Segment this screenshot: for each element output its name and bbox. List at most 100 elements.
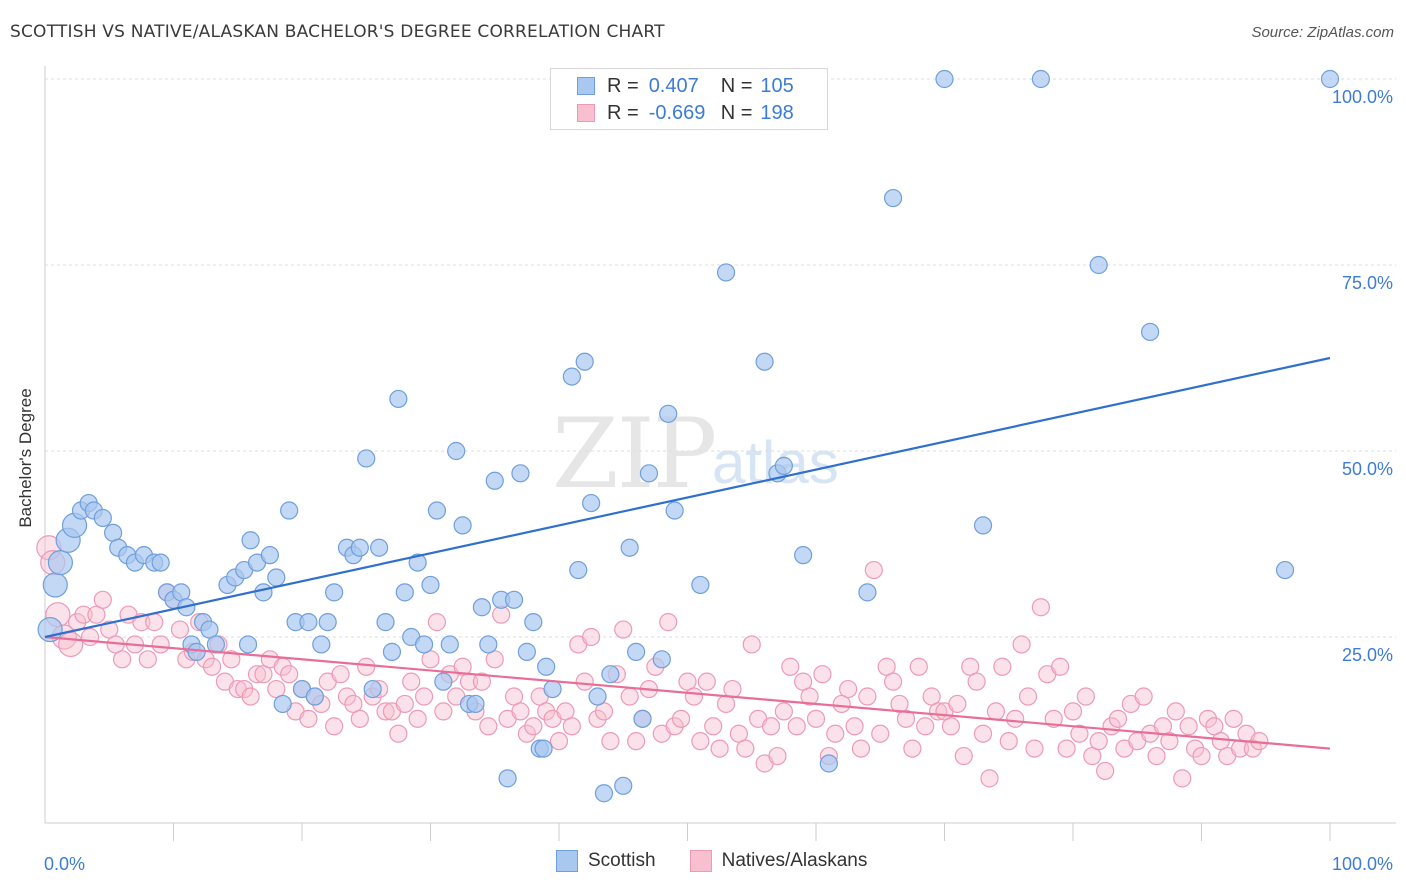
natives-swatch: [689, 850, 712, 872]
correlation-legend: R = 0.407 N = 105 R = -0.669 N = 198: [550, 68, 828, 130]
native-point: [1160, 732, 1179, 751]
native-point: [511, 702, 530, 721]
watermark-zip: ZIP: [552, 398, 717, 510]
native-point: [851, 739, 871, 758]
scottish-point: [254, 583, 273, 602]
scottish-point: [569, 560, 588, 580]
scottish-point: [414, 635, 434, 654]
legend-label: Scottish: [588, 850, 656, 871]
native-point: [813, 665, 832, 684]
watermark-atlas: atlas: [712, 429, 839, 496]
native-point: [402, 672, 421, 691]
native-point: [826, 724, 845, 743]
native-point: [1166, 702, 1185, 721]
scottish-point: [1320, 69, 1340, 89]
native-point: [1173, 769, 1192, 788]
native-point: [941, 717, 961, 736]
scottish-point: [639, 464, 659, 483]
scottish-point: [472, 598, 491, 617]
r-label: R =: [607, 101, 639, 124]
native-point: [222, 650, 241, 669]
native-point: [774, 702, 793, 721]
scottish-point: [241, 531, 260, 550]
scottish-point: [389, 389, 408, 409]
native-point: [768, 746, 787, 766]
scottish-point: [562, 367, 581, 386]
scottish-point: [511, 464, 530, 483]
native-point: [704, 717, 723, 736]
n-label: N =: [720, 101, 753, 124]
scottish-point: [665, 501, 684, 520]
native-point: [909, 657, 928, 676]
scottish-point: [370, 538, 389, 557]
scottish-point: [517, 642, 536, 661]
scottish-point: [774, 456, 793, 475]
scottish-point: [1031, 69, 1050, 89]
scottish-point: [633, 709, 652, 728]
native-point: [967, 672, 986, 691]
native-point: [864, 560, 883, 580]
native-point: [761, 717, 781, 736]
scottish-point: [594, 784, 614, 803]
scottish-point: [601, 665, 620, 684]
natives-swatch: [577, 104, 595, 122]
native-point: [1063, 702, 1083, 721]
native-point: [1057, 739, 1076, 758]
r-value: 0.407: [648, 74, 699, 97]
source-label: Source: ZipAtlas.com: [1251, 24, 1394, 41]
native-point: [1198, 709, 1218, 728]
native-point: [1006, 709, 1025, 728]
native-point: [742, 635, 761, 654]
native-point: [350, 709, 369, 728]
native-point: [1185, 739, 1205, 758]
native-point: [999, 732, 1018, 751]
y-tick-label: 25.0%: [1342, 645, 1393, 665]
legend-label: Natives/Alaskans: [721, 850, 868, 871]
scottish-point: [382, 642, 402, 661]
native-point: [582, 627, 601, 647]
native-point: [58, 631, 84, 658]
scottish-point: [582, 493, 601, 513]
scottish-point: [620, 538, 639, 557]
legend-row-natives: R = -0.669 N = 198: [577, 100, 794, 126]
scottish-point: [408, 553, 427, 572]
native-point: [1147, 746, 1166, 766]
native-point: [337, 687, 357, 706]
scottish-point: [1140, 322, 1160, 342]
native-point: [916, 717, 935, 736]
native-point: [954, 746, 973, 766]
scottish-point: [479, 635, 498, 654]
native-point: [781, 657, 800, 676]
n-label: N =: [720, 74, 753, 97]
native-point: [145, 613, 164, 632]
scottish-point: [504, 590, 524, 609]
native-point: [626, 732, 646, 751]
native-point: [973, 724, 993, 743]
scottish-point: [498, 769, 517, 788]
y-tick-label: 50.0%: [1342, 459, 1393, 479]
r-label: R =: [607, 74, 639, 97]
scottish-point: [659, 404, 678, 423]
scottish-point: [453, 516, 472, 535]
x-tick-label: 0.0%: [44, 854, 85, 874]
scottish-point: [883, 188, 903, 208]
native-point: [562, 717, 581, 736]
scottish-point: [614, 776, 633, 795]
scottish-point: [652, 650, 671, 669]
chart-title: SCOTTISH VS NATIVE/ALASKAN BACHELOR'S DE…: [10, 22, 665, 42]
native-point: [1089, 732, 1108, 751]
scottish-point: [312, 635, 331, 654]
scottish-point: [42, 572, 68, 598]
scottish-point: [187, 642, 206, 661]
legend-item-scottish[interactable]: Scottish: [556, 850, 656, 872]
legend-item-natives[interactable]: Natives/Alaskans: [689, 850, 868, 872]
native-point: [1076, 687, 1095, 706]
scottish-point: [151, 553, 170, 572]
native-point: [723, 679, 742, 699]
native-point: [247, 665, 267, 684]
native-point: [537, 702, 556, 721]
native-point: [665, 717, 684, 736]
native-point: [659, 613, 678, 632]
native-point: [170, 620, 190, 639]
